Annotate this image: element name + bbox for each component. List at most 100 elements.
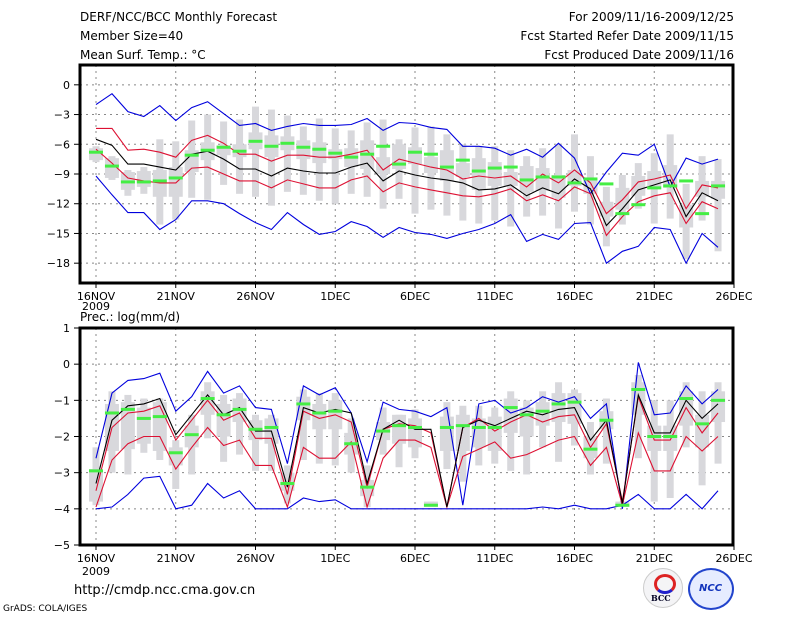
median-marker [583, 447, 598, 451]
median-marker [168, 451, 183, 455]
grads-credit: GrADS: COLA/IGES [3, 604, 88, 614]
box-bar [695, 180, 710, 197]
median-marker [615, 212, 630, 216]
box-bar [423, 157, 438, 174]
median-marker [647, 435, 662, 438]
whisker-bar [634, 375, 642, 459]
median-marker [184, 153, 199, 157]
median-marker [152, 179, 167, 183]
source-url[interactable]: http://cmdp.ncc.cma.gov.cn [74, 583, 256, 598]
y-tick-label: −3 [54, 109, 70, 122]
median-marker [503, 165, 518, 169]
box-bar [136, 171, 151, 187]
median-marker [136, 416, 151, 420]
median-marker [583, 177, 598, 181]
box-bar [647, 425, 662, 451]
median-marker [264, 425, 279, 429]
series-line-max [95, 362, 719, 509]
median-marker [392, 424, 407, 428]
y-tick-label: −4 [54, 503, 70, 516]
median-marker [487, 425, 502, 429]
whisker-bar [714, 382, 722, 464]
temperature-panel: 0 −3 −6 −9 −12 −15 −18 16NOV 21NOV 26NOV 1DEC 6DEC 1… [47, 63, 753, 313]
x-tick-label: 16DEC [556, 552, 593, 565]
median-marker [280, 141, 295, 145]
y-tick-label: 1 [63, 322, 70, 335]
x-tick-label: 26NOV [236, 552, 275, 565]
box-bar [631, 175, 646, 196]
median-marker [136, 180, 151, 184]
median-marker [663, 435, 678, 438]
ncc-logo: NCC [688, 568, 734, 610]
median-marker [615, 503, 630, 507]
x-tick-label: 1DEC [320, 552, 350, 565]
whisker-bar [299, 126, 307, 195]
box-bar [487, 416, 502, 451]
box-bar [296, 140, 311, 160]
median-marker [89, 469, 103, 473]
median-marker [503, 406, 518, 410]
median-marker [376, 429, 391, 433]
whisker-bar [299, 389, 307, 461]
series-line-max [95, 92, 719, 195]
x-tick-year-label: 2009 [82, 565, 110, 578]
top-variable-label: Mean Surf. Temp.: °C [80, 48, 206, 62]
whisker-bar [252, 414, 259, 471]
y-tick-label: −18 [47, 257, 70, 270]
median-marker [328, 151, 343, 155]
median-marker [344, 442, 359, 446]
x-tick-label: 11DEC [476, 552, 513, 565]
box-bar [535, 168, 550, 191]
box-bar [711, 180, 726, 199]
median-marker [695, 422, 710, 426]
median-marker [455, 158, 470, 162]
y-tick-label: 0 [63, 79, 70, 92]
box-bar [392, 414, 407, 444]
box-bar [455, 414, 470, 451]
box-bar [408, 418, 422, 448]
median-marker [519, 178, 534, 182]
median-marker [663, 184, 678, 188]
forecast-period: For 2009/11/16-2009/12/25 [568, 10, 734, 24]
series-line-lower [95, 426, 719, 510]
median-marker [168, 176, 183, 180]
box-bar [599, 201, 614, 217]
forecast-produced-date: Fcst Produced Date 2009/11/16 [544, 48, 734, 62]
median-marker [679, 397, 694, 401]
box-bar [439, 416, 454, 451]
x-tick-label: 21NOV [157, 552, 196, 565]
median-marker [360, 485, 375, 489]
median-marker [200, 397, 215, 401]
whisker-bar [602, 186, 610, 247]
median-marker [535, 175, 550, 179]
median-marker [312, 411, 327, 415]
median-marker [567, 400, 582, 404]
y-tick-label: 0 [63, 358, 70, 371]
box-bar [312, 142, 327, 164]
box-bar [535, 402, 550, 426]
median-marker [312, 147, 327, 151]
x-tick-label: 16DEC [556, 290, 593, 303]
ncc-logo-text: NCC [699, 583, 723, 594]
x-tick-label: 16NOV [77, 552, 116, 565]
median-marker [471, 425, 486, 429]
median-marker [711, 398, 726, 402]
median-marker [423, 152, 438, 156]
chart-title: DERF/NCC/BCC Monthly Forecast [80, 10, 278, 24]
median-marker [695, 212, 710, 216]
forecast-started-date: Fcst Started Refer Date 2009/11/15 [520, 29, 734, 43]
median-marker [184, 433, 199, 437]
median-marker [392, 162, 407, 166]
median-marker [296, 145, 311, 149]
median-marker [120, 407, 135, 411]
x-tick-label: 21DEC [636, 290, 673, 303]
y-tick-label: −15 [47, 227, 70, 240]
median-marker [647, 186, 662, 190]
box-bar [647, 171, 662, 189]
plot-frame [78, 63, 735, 285]
x-tick-label: 6DEC [400, 552, 430, 565]
x-tick-label: 6DEC [400, 290, 430, 303]
x-tick-label: 26DEC [715, 290, 752, 303]
y-tick-label: −5 [54, 539, 70, 552]
box-bar [487, 162, 502, 186]
